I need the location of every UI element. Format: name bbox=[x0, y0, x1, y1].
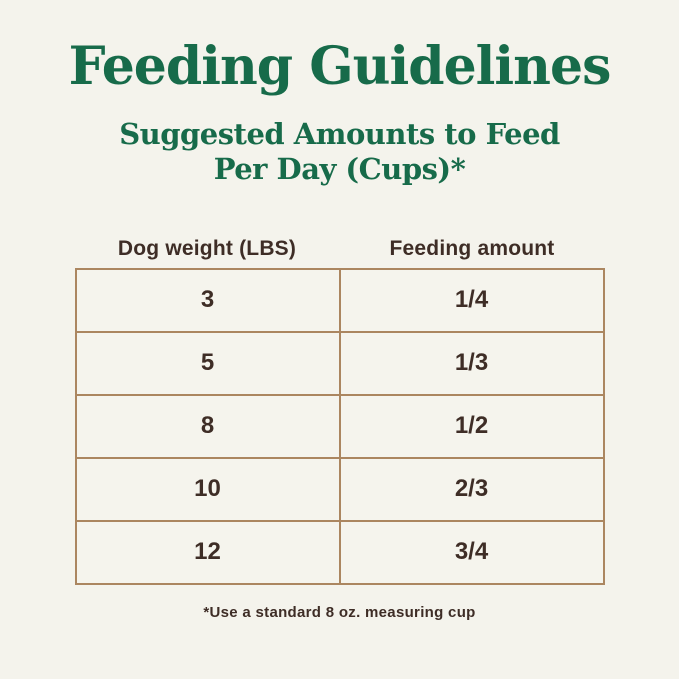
table-row: 5 1/3 bbox=[74, 330, 605, 396]
page-subtitle: Suggested Amounts to Feed Per Day (Cups)… bbox=[0, 117, 679, 187]
column-header-dog-weight: Dog weight (LBS) bbox=[117, 236, 297, 260]
column-header-feeding-amount: Feeding amount bbox=[389, 236, 555, 260]
table-row: 10 2/3 bbox=[74, 456, 605, 522]
feeding-amount-cell: 3/4 bbox=[338, 519, 605, 585]
feeding-amount-cell: 2/3 bbox=[338, 456, 605, 522]
table-row: 12 3/4 bbox=[74, 519, 605, 585]
subtitle-line-2: Per Day (Cups)* bbox=[213, 151, 466, 186]
feeding-table: 3 1/4 5 1/3 8 1/2 10 2/3 12 3/4 bbox=[74, 267, 605, 585]
feeding-table-section: Dog weight (LBS) Feeding amount 3 1/4 5 … bbox=[74, 237, 605, 585]
dog-weight-cell: 12 bbox=[74, 519, 341, 585]
dog-weight-cell: 10 bbox=[74, 456, 341, 522]
page-title: Feeding Guidelines bbox=[68, 36, 612, 97]
table-row: 8 1/2 bbox=[74, 393, 605, 459]
dog-weight-cell: 5 bbox=[74, 330, 341, 396]
dog-weight-cell: 3 bbox=[74, 267, 341, 333]
dog-weight-cell: 8 bbox=[74, 393, 341, 459]
table-row: 3 1/4 bbox=[74, 267, 605, 333]
feeding-amount-cell: 1/4 bbox=[338, 267, 605, 333]
feeding-amount-cell: 1/3 bbox=[338, 330, 605, 396]
subtitle-line-1: Suggested Amounts to Feed bbox=[119, 116, 560, 151]
table-column-headers: Dog weight (LBS) Feeding amount bbox=[75, 237, 605, 261]
measuring-cup-footnote: *Use a standard 8 oz. measuring cup bbox=[203, 603, 476, 621]
feeding-amount-cell: 1/2 bbox=[338, 393, 605, 459]
